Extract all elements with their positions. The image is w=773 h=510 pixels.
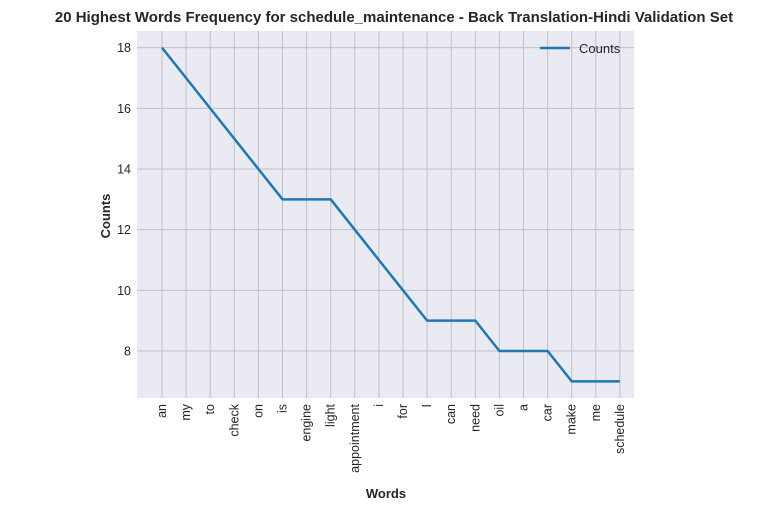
y-axis-label: Counts: [98, 194, 113, 239]
y-tick-label: 14: [117, 163, 131, 177]
series-line: [161, 46, 620, 383]
legend: Counts: [540, 41, 621, 56]
x-tick-label: appointment: [348, 403, 362, 472]
x-tick-label: engine: [300, 404, 314, 442]
x-tick-label: i: [372, 404, 386, 407]
x-tick-label: I: [420, 404, 434, 407]
y-tick-label: 12: [117, 223, 131, 237]
x-tick-label: on: [251, 404, 265, 418]
x-tick-label: an: [155, 404, 169, 418]
x-tick-label: is: [276, 404, 290, 413]
series-layer: [161, 46, 620, 383]
x-axis-label: Words: [366, 486, 406, 501]
x-axis-ticks: an my to check on is engine light appointment i fo…: [155, 403, 627, 473]
x-tick-label: can: [444, 404, 458, 424]
x-tick-label: make: [565, 404, 579, 435]
y-tick-label: 18: [117, 41, 131, 55]
plot-area: [137, 31, 634, 398]
y-tick-label: 16: [117, 102, 131, 116]
x-tick-label: my: [179, 403, 193, 420]
y-tick-label: 8: [124, 344, 131, 358]
x-tick-label: for: [396, 404, 410, 419]
x-tick-label: me: [589, 404, 603, 421]
chart-title: 20 Highest Words Frequency for schedule_…: [55, 9, 733, 26]
y-tick-label: 10: [117, 284, 131, 298]
x-tick-label: schedule: [613, 404, 627, 454]
x-tick-label: to: [203, 404, 217, 414]
x-tick-label: light: [324, 403, 338, 426]
x-tick-label: car: [541, 404, 555, 421]
x-tick-label: a: [517, 404, 531, 411]
grid-lines: [137, 31, 634, 398]
legend-label: Counts: [579, 41, 621, 56]
x-tick-label: check: [227, 403, 241, 436]
x-tick-label: need: [468, 404, 482, 432]
x-tick-label: oil: [492, 404, 506, 417]
y-axis-ticks: 8 10 12 14 16 18: [117, 41, 131, 358]
